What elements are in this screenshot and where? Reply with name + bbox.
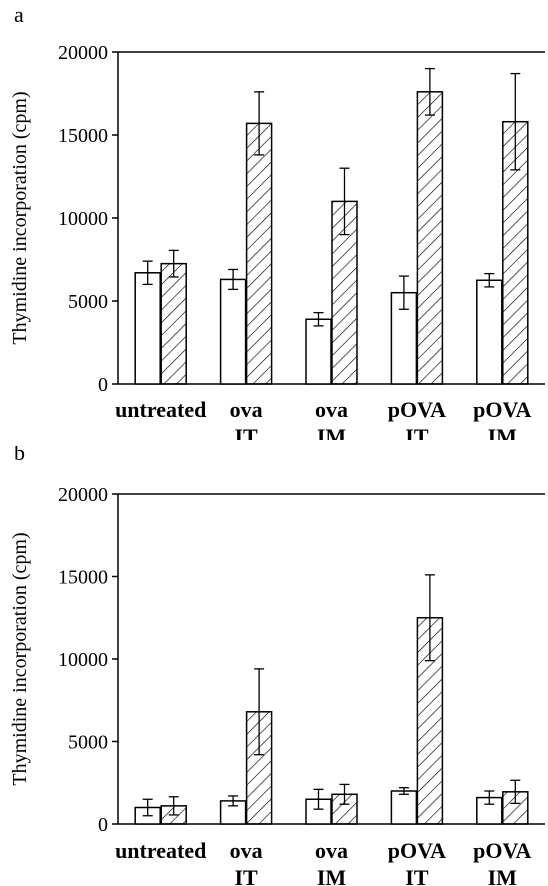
- category-label: IM: [317, 424, 347, 440]
- bar: [219, 278, 247, 385]
- y-tick-label: 10000: [58, 649, 108, 671]
- category-label: IT: [405, 865, 429, 886]
- bar: [134, 272, 161, 385]
- bar: [390, 790, 418, 825]
- y-tick-label: 10000: [58, 208, 108, 230]
- bar: [502, 791, 529, 825]
- category-label: IT: [234, 424, 258, 440]
- category-label: pOVA: [473, 397, 531, 422]
- category-label: ova: [230, 397, 263, 422]
- bar: [160, 262, 187, 385]
- category-label: pOVA: [388, 397, 446, 422]
- chart-a-svg: a 0 5000 10000 15000 20000 Thymidine incorpora…: [9, 2, 545, 440]
- bar: [476, 279, 503, 385]
- y-tick-label: 20000: [58, 42, 108, 64]
- y-axis-title: Thymidine incorporation (cpm): [9, 91, 31, 344]
- y-tick-label: 15000: [58, 567, 108, 589]
- category-label: pOVA: [473, 838, 531, 863]
- category-label: IM: [488, 424, 518, 440]
- category-label: IM: [488, 865, 518, 886]
- category-label: IT: [405, 424, 429, 440]
- bar: [245, 122, 273, 385]
- category-label: untreated: [115, 838, 206, 863]
- y-axis-title: Thymidine incorporation (cpm): [9, 532, 31, 785]
- category-label: pOVA: [388, 838, 446, 863]
- y-tick-label: 5000: [68, 291, 108, 313]
- y-tick-label: 5000: [68, 732, 108, 754]
- y-tick-label: 20000: [58, 484, 108, 506]
- category-label: untreated: [115, 397, 206, 422]
- category-label: ova: [315, 838, 348, 863]
- bar: [305, 318, 332, 385]
- bar: [416, 91, 444, 385]
- panel-label-b: b: [14, 446, 25, 465]
- y-tick-label: 15000: [58, 125, 108, 147]
- chart-panel-a: a 0 5000 10000 15000 20000 Thymidine incorpora…: [0, 0, 548, 440]
- category-label: ova: [315, 397, 348, 422]
- chart-b-svg: b 0 5000 10000 15000 20000 Thymidine incorpora…: [9, 446, 545, 886]
- panel-label-a: a: [14, 2, 24, 27]
- category-label: ova: [230, 838, 263, 863]
- category-label: IT: [234, 865, 258, 886]
- category-label: IM: [317, 865, 347, 886]
- y-tick-label: 0: [98, 374, 108, 396]
- y-tick-label: 0: [98, 814, 108, 836]
- chart-panel-b: b 0 5000 10000 15000 20000 Thymidine incorpora…: [0, 446, 548, 886]
